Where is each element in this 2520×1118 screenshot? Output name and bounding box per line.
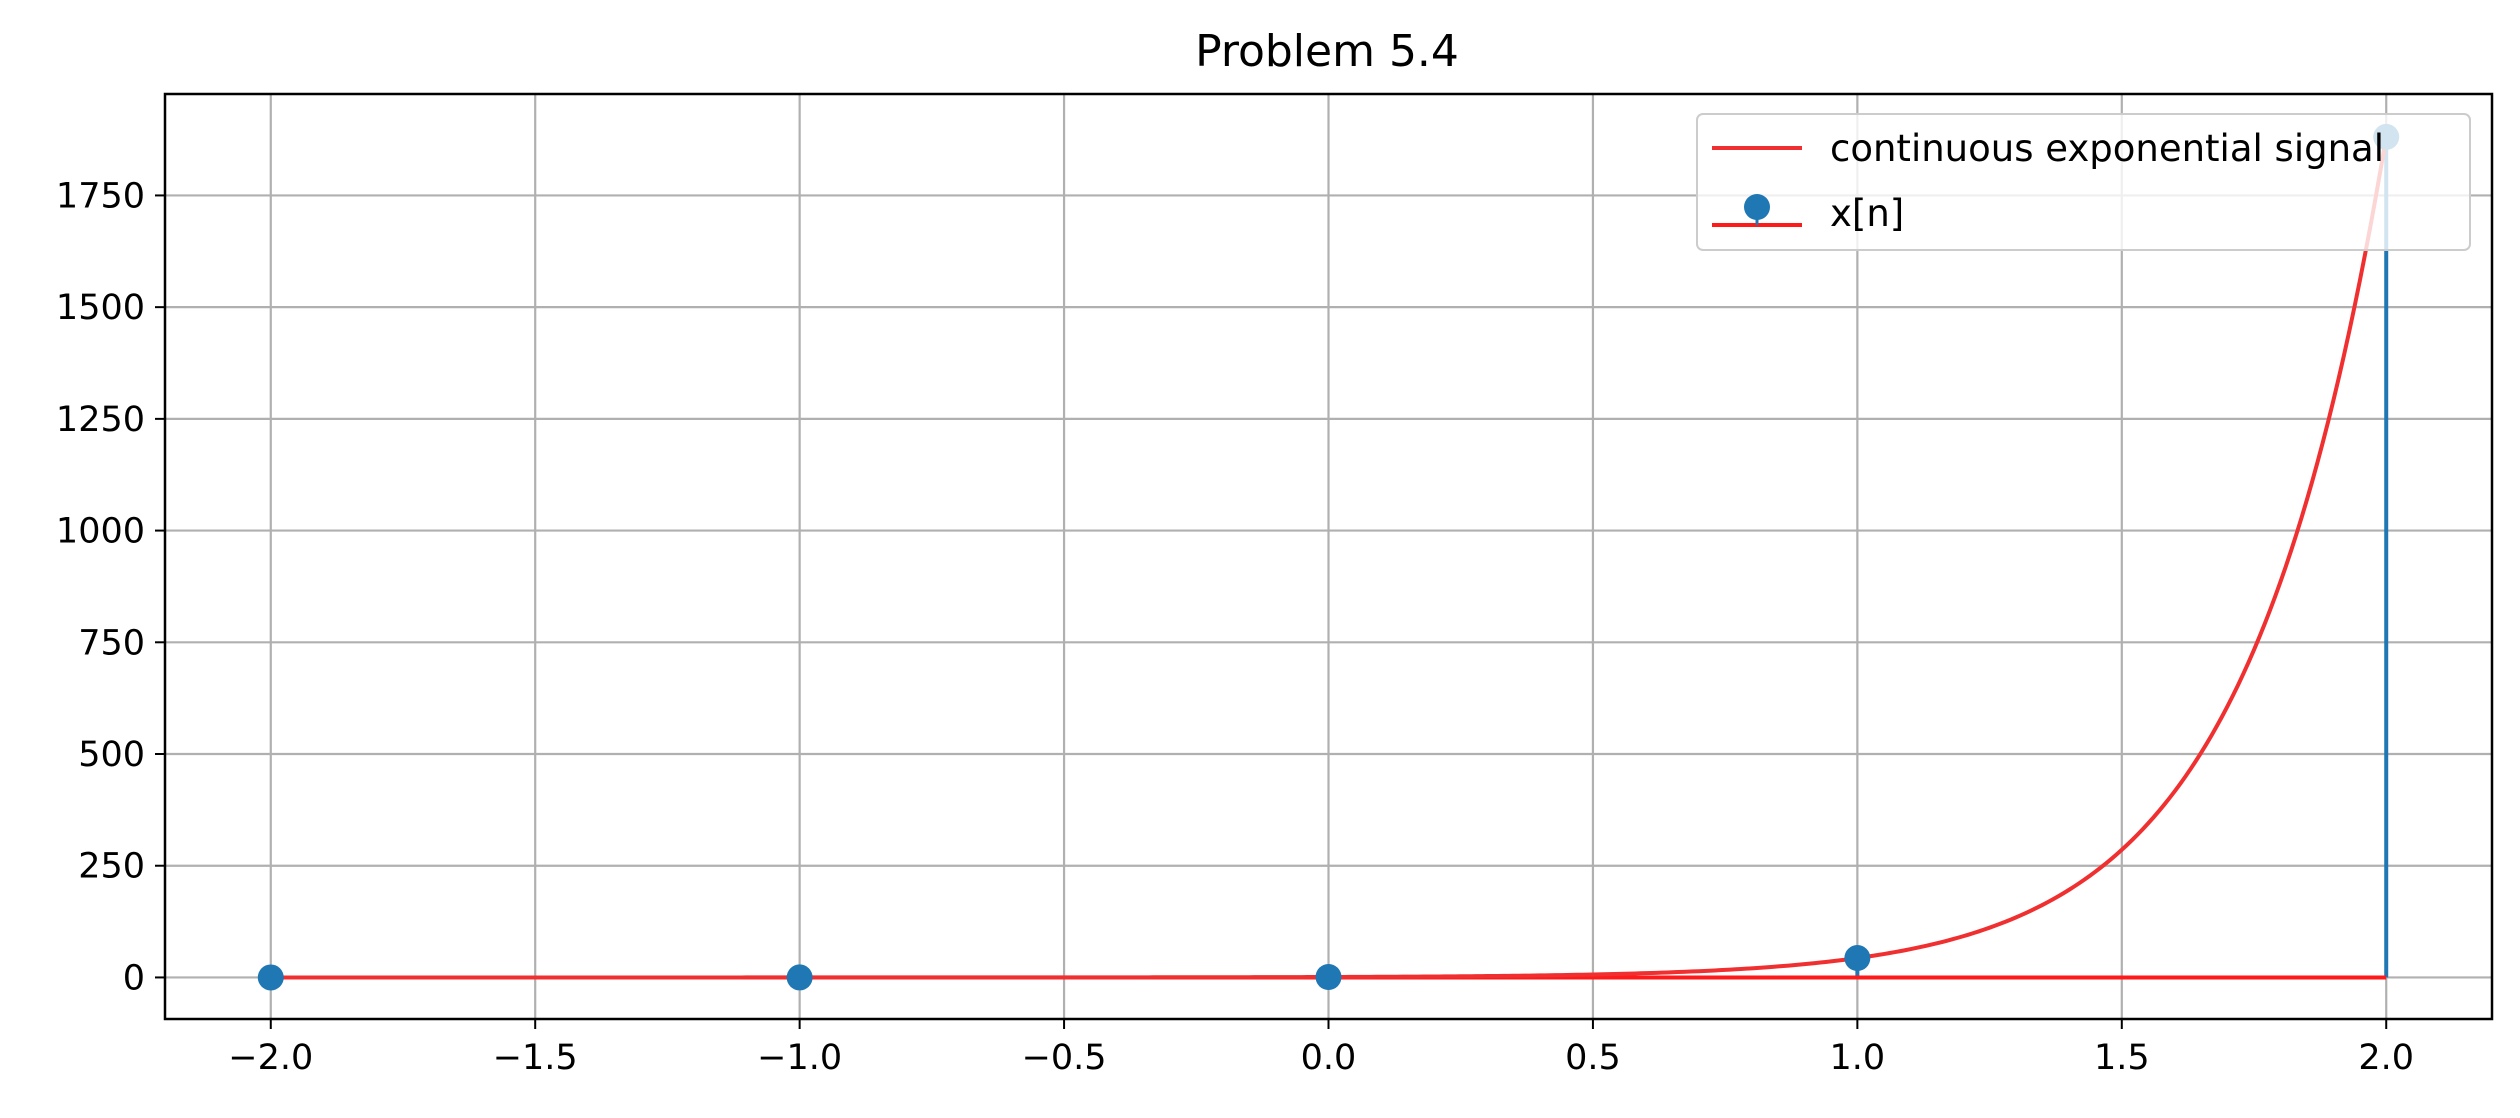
x-tick-label: 1.0 (1830, 1038, 1886, 1078)
y-axis: 0 250 500 750 1000 1250 1500 1750 (56, 176, 165, 998)
legend-box (1696, 113, 2471, 251)
y-tick-label: 250 (78, 847, 145, 887)
stem-marker (1315, 963, 1342, 990)
x-tick-label: −0.5 (1022, 1038, 1107, 1078)
x-tick-label: 0.0 (1301, 1038, 1357, 1078)
x-tick-label: 2.0 (2358, 1038, 2414, 1078)
x-tick-label: 1.5 (2094, 1038, 2150, 1078)
y-tick-label: 0 (123, 958, 145, 998)
stem-marker (1844, 945, 1871, 972)
stem-marker (786, 964, 813, 991)
y-tick-label: 1000 (56, 512, 145, 552)
x-tick-label: −1.0 (757, 1038, 842, 1078)
y-tick-label: 750 (78, 623, 145, 663)
x-tick-label: −2.0 (228, 1038, 313, 1078)
y-tick-label: 1750 (56, 176, 145, 216)
x-axis: −2.0 −1.5 −1.0 −0.5 0.0 0.5 1.0 1.5 2.0 (228, 1019, 2414, 1078)
x-tick-label: −1.5 (493, 1038, 578, 1078)
x-tick-label: 0.5 (1565, 1038, 1621, 1078)
legend-marker-swatch (1744, 194, 1770, 220)
y-tick-label: 1500 (56, 288, 145, 328)
legend-label: x[n] (1830, 192, 1904, 235)
y-tick-label: 1250 (56, 400, 145, 440)
legend: continuous exponential signal x[n] (1696, 113, 2471, 251)
y-tick-label: 500 (78, 735, 145, 775)
plot-marks (257, 123, 2400, 991)
stem-marker (257, 964, 284, 991)
legend-label: continuous exponential signal (1830, 127, 2384, 170)
chart-title: Problem 5.4 (1195, 26, 1459, 77)
